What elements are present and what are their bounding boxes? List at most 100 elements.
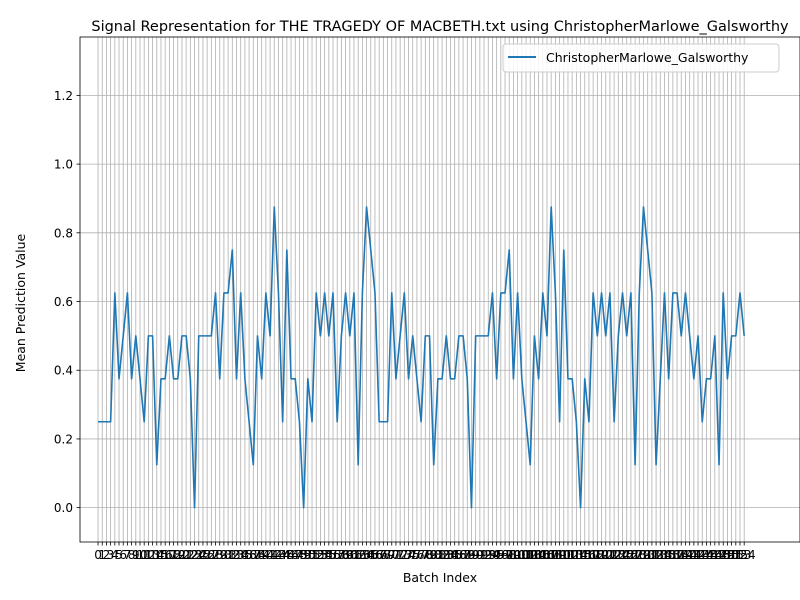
x-tick-label: 29 xyxy=(212,548,227,562)
x-tick-label: 13 xyxy=(145,548,160,562)
x-tick-label: 116 xyxy=(573,548,596,562)
x-tick-label: 26 xyxy=(199,548,214,562)
x-tick-label: 115 xyxy=(569,548,592,562)
x-tick-label: 68 xyxy=(376,548,391,562)
x-tick-label: 16 xyxy=(158,548,173,562)
x-tick-label: 47 xyxy=(288,548,303,562)
x-tick-label: 154 xyxy=(733,548,756,562)
x-tick-label: 143 xyxy=(687,548,710,562)
x-tick-label: 42 xyxy=(267,548,282,562)
x-tick-label: 14 xyxy=(149,548,164,562)
x-tick-label: 11 xyxy=(137,548,152,562)
x-tick-label: 82 xyxy=(434,548,449,562)
x-tick-label: 123 xyxy=(603,548,626,562)
x-tick-label: 39 xyxy=(254,548,269,562)
x-tick-label: 64 xyxy=(359,548,374,562)
x-tick-label: 33 xyxy=(229,548,244,562)
x-tick-label: 148 xyxy=(708,548,731,562)
x-tick-label: 86 xyxy=(451,548,466,562)
x-tick-label: 90 xyxy=(468,548,483,562)
x-tick-label: 107 xyxy=(536,548,559,562)
x-tick-label: 1 xyxy=(98,548,106,562)
x-tick-label: 18 xyxy=(166,548,181,562)
x-tick-label: 150 xyxy=(716,548,739,562)
x-tick-label: 152 xyxy=(724,548,747,562)
y-tick-label: 0.6 xyxy=(54,295,73,309)
x-tick-label: 153 xyxy=(729,548,752,562)
x-tick-label: 134 xyxy=(649,548,672,562)
x-tick-label: 53 xyxy=(313,548,328,562)
x-tick-label: 72 xyxy=(392,548,407,562)
x-tick-label: 25 xyxy=(195,548,210,562)
x-tick-label: 52 xyxy=(309,548,324,562)
x-tick-label: 24 xyxy=(191,548,206,562)
x-tick-label: 106 xyxy=(531,548,554,562)
x-tick-label: 151 xyxy=(720,548,743,562)
x-tick-label: 93 xyxy=(481,548,496,562)
x-tick-label: 40 xyxy=(258,548,273,562)
chart-title: Signal Representation for THE TRAGEDY OF… xyxy=(91,19,789,35)
x-tick-label: 88 xyxy=(460,548,475,562)
x-tick-label: 140 xyxy=(674,548,697,562)
x-tick-label: 6 xyxy=(119,548,127,562)
x-tick-label: 22 xyxy=(183,548,198,562)
x-tick-label: 79 xyxy=(422,548,437,562)
x-tick-label: 109 xyxy=(544,548,567,562)
legend: ChristopherMarlowe_Galsworthy xyxy=(502,43,780,73)
x-tick-label: 98 xyxy=(502,548,517,562)
x-tick-label: 141 xyxy=(678,548,701,562)
y-tick-label: 0.4 xyxy=(54,364,73,378)
x-tick-label: 132 xyxy=(640,548,663,562)
x-tick-label: 71 xyxy=(388,548,403,562)
x-tick-label: 27 xyxy=(204,548,219,562)
x-tick-label: 147 xyxy=(703,548,726,562)
x-tick-label: 67 xyxy=(372,548,387,562)
x-tick-label: 78 xyxy=(418,548,433,562)
x-tick-label: 103 xyxy=(519,548,542,562)
x-tick-label: 2 xyxy=(103,548,111,562)
series-layer xyxy=(98,206,745,509)
x-tick-label: 105 xyxy=(527,548,550,562)
x-tick-label: 58 xyxy=(334,548,349,562)
x-tick-label: 35 xyxy=(237,548,252,562)
horizontal-gridlines xyxy=(80,95,800,509)
x-tick-label: 37 xyxy=(246,548,261,562)
x-tick-label: 89 xyxy=(464,548,479,562)
x-tick-label: 4 xyxy=(111,548,119,562)
x-tick-label: 95 xyxy=(489,548,504,562)
x-tick-label: 119 xyxy=(586,548,609,562)
x-tick-label: 56 xyxy=(325,548,340,562)
x-tick-label: 122 xyxy=(598,548,621,562)
x-tick-label: 118 xyxy=(582,548,605,562)
x-tick-label: 34 xyxy=(233,548,248,562)
x-tick-label: 45 xyxy=(279,548,294,562)
x-tick-label: 111 xyxy=(552,548,575,562)
x-tick-label: 28 xyxy=(208,548,223,562)
x-tick-label: 70 xyxy=(384,548,399,562)
x-tick-label: 145 xyxy=(695,548,718,562)
x-tick-label: 124 xyxy=(607,548,630,562)
x-tick-label: 139 xyxy=(670,548,693,562)
x-tick-label: 96 xyxy=(493,548,508,562)
x-tick-label: 97 xyxy=(497,548,512,562)
x-tick-label: 66 xyxy=(367,548,382,562)
x-tick-label: 48 xyxy=(292,548,307,562)
x-tick-label: 23 xyxy=(187,548,202,562)
x-tick-label: 121 xyxy=(594,548,617,562)
x-tick-label: 38 xyxy=(250,548,265,562)
x-tick-label: 127 xyxy=(619,548,642,562)
x-tick-label: 92 xyxy=(476,548,491,562)
plot-frame xyxy=(79,36,800,543)
x-tick-label: 59 xyxy=(338,548,353,562)
x-tick-label: 80 xyxy=(426,548,441,562)
x-tick-label: 0 xyxy=(94,548,102,562)
x-tick-label: 20 xyxy=(174,548,189,562)
x-tick-label: 65 xyxy=(363,548,378,562)
x-tick-label: 30 xyxy=(216,548,231,562)
x-tick-label: 144 xyxy=(691,548,714,562)
x-tick-label: 7 xyxy=(124,548,132,562)
vertical-gridlines xyxy=(97,37,745,542)
x-tick-label: 21 xyxy=(179,548,194,562)
x-tick-label: 99 xyxy=(506,548,521,562)
